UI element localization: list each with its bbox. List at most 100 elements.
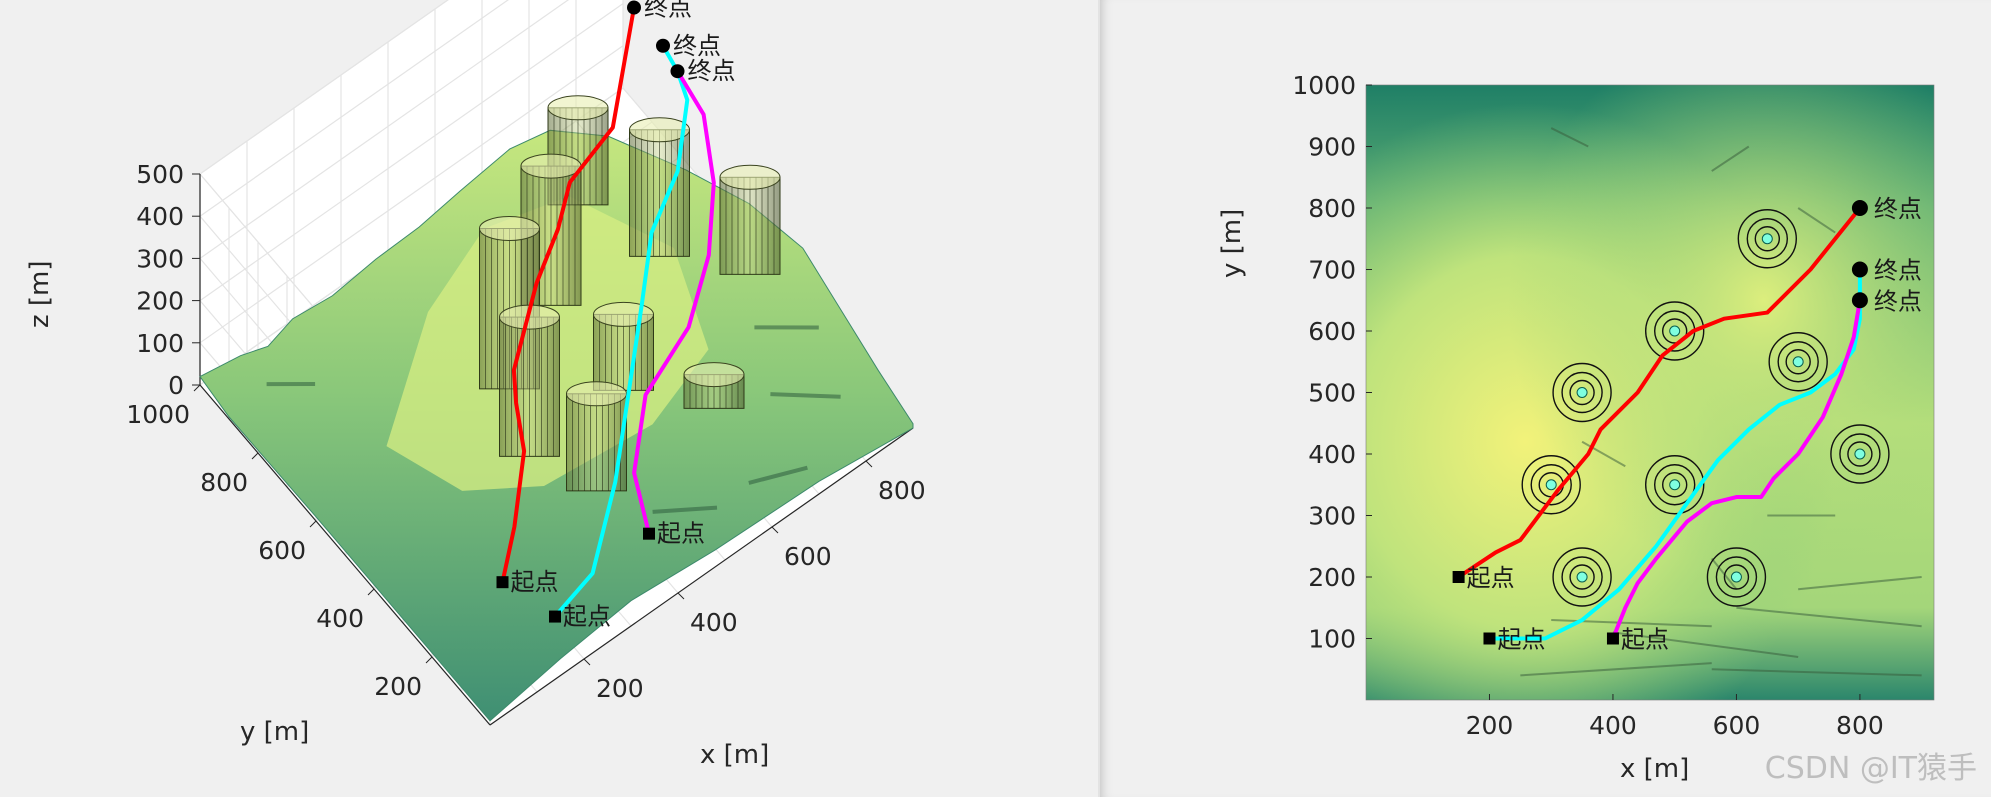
obstacle-rings: [1521, 209, 1890, 607]
obstacle-ring: [1552, 547, 1612, 607]
terrain-striation: [1550, 127, 1589, 148]
path-start-label-2d: 起点: [1621, 626, 1669, 654]
path-end-marker-2d: [1851, 200, 1868, 216]
obstacle-ring-circle: [1839, 433, 1881, 475]
path-start-marker: [496, 576, 509, 589]
y-tick: [251, 452, 259, 460]
obstacle-center: [1761, 233, 1773, 245]
obstacle-ring-circle: [1768, 332, 1828, 392]
obstacle-ring: [1830, 424, 1890, 484]
terrain-striation: [1736, 606, 1922, 628]
path-start-marker-2d: [1606, 632, 1619, 645]
terrain-striation: [1711, 668, 1922, 677]
y-tick-label: 1000: [126, 400, 190, 429]
y-tick-label-2d: 900: [1308, 133, 1356, 162]
y-tick-label: 600: [258, 536, 306, 565]
path-start-label: 起点: [511, 568, 559, 596]
heatmap-surface: [1365, 84, 1935, 701]
cylinder-obstacle: [683, 362, 745, 409]
obstacle-center: [1576, 571, 1588, 583]
cylinder-top: [683, 362, 745, 388]
path-start-marker-2d: [1452, 571, 1465, 583]
cylinder-top: [719, 164, 781, 190]
x-axis-label-2d: x [m]: [1620, 754, 1689, 784]
terrain-striation: [1581, 440, 1626, 468]
obstacle-ring: [1768, 332, 1828, 392]
obstacle-ring-circle: [1737, 209, 1798, 269]
terrain-striation: [1612, 631, 1799, 658]
right-figure-panel: 起点 终点 起点 终点 起点 终点 200 400 600 800 100 200 300 400 500…: [1100, 0, 1991, 797]
obstacle-ring-circle: [1785, 349, 1811, 375]
terrain-striation: [1798, 576, 1922, 591]
obstacle-ring-circle: [1706, 547, 1767, 607]
obstacle-ring-circle: [1715, 556, 1758, 598]
terrain-cliff: [770, 392, 841, 399]
obstacle-layer: [479, 95, 781, 492]
y-axis-label: y [m]: [240, 717, 309, 747]
x-tick-label-2d: 600: [1713, 711, 1761, 740]
z-tick-label: 0: [168, 371, 184, 400]
obstacle-center: [1545, 479, 1557, 491]
left-figure-panel: 起点 终点 起点 终点 起点 终点 200 400 600 800 200 400 600 800 100…: [0, 0, 1099, 797]
y-axis-line: [199, 384, 491, 726]
obstacle-ring-circle: [1754, 226, 1781, 252]
obstacle-ring-circle: [1569, 564, 1595, 590]
path-end-marker-2d: [1851, 292, 1868, 309]
obstacle-center: [1792, 356, 1804, 368]
y-tick-label-2d: 600: [1308, 317, 1356, 346]
cylinder-top: [629, 117, 690, 143]
z-tick-label: 100: [136, 329, 184, 358]
path-line-2d-0: [1457, 206, 1862, 579]
y-tick-label-2d: 300: [1308, 502, 1356, 531]
path-end-marker-2d: [1851, 261, 1868, 278]
obstacle-ring-circle: [1552, 362, 1612, 423]
x-axis-label: x [m]: [700, 740, 769, 770]
obstacle-ring: [1706, 547, 1767, 607]
obstacle-ring: [1552, 362, 1612, 423]
obstacle-ring-circle: [1661, 472, 1688, 498]
obstacle-ring-circle: [1661, 318, 1688, 344]
terrain-striation: [1711, 145, 1750, 172]
obstacle-ring-circle: [1653, 464, 1696, 506]
z-tick-label: 400: [136, 202, 184, 231]
y-tick-label: 800: [200, 468, 248, 497]
y-tick: [193, 384, 201, 392]
x-tick: [771, 526, 779, 534]
path-start-marker: [643, 527, 655, 540]
obstacle-ring-circle: [1644, 455, 1705, 515]
path-line-1: [553, 44, 690, 618]
z-tick-label: 200: [136, 287, 184, 316]
cylinder-top: [479, 216, 540, 241]
obstacle-ring-circle: [1746, 218, 1789, 260]
cylinder-top: [547, 95, 609, 121]
terrain-striation: [1797, 207, 1836, 234]
obstacle-ring-circle: [1777, 341, 1819, 383]
heatmap-shading: [1366, 85, 1934, 700]
y-tick-label: 400: [316, 604, 364, 633]
x-tick-label-2d: 400: [1589, 711, 1637, 740]
y-tick-label-2d: 100: [1308, 625, 1356, 654]
terrain-striation: [1520, 662, 1712, 677]
x-axis-line: [489, 427, 914, 726]
y-tick-label-2d: 1000: [1292, 71, 1356, 100]
path-end-marker: [670, 64, 685, 79]
obstacle-ring: [1521, 455, 1581, 515]
obstacle-center: [1730, 571, 1742, 583]
x-tick: [865, 460, 873, 468]
path-end-marker: [656, 38, 670, 53]
path-end-label: 终点: [688, 57, 736, 85]
tick-labels-2d: 200 400 600 800 100 200 300 400 500 600 700 800 900 1…: [1292, 71, 1883, 740]
x-tick: [583, 658, 591, 666]
terrain-cliff: [748, 465, 808, 485]
cylinder-top: [566, 381, 627, 407]
x-tick-label: 600: [784, 542, 832, 571]
terrain-cliff: [652, 505, 718, 514]
panel-divider: [1098, 0, 1100, 797]
x-tick-label: 800: [878, 476, 926, 505]
terrain-striation: [1710, 557, 1738, 590]
path-end-label: 终点: [673, 32, 721, 60]
z-axis-label: z [m]: [25, 260, 55, 328]
obstacle-ring-circle: [1530, 464, 1572, 506]
